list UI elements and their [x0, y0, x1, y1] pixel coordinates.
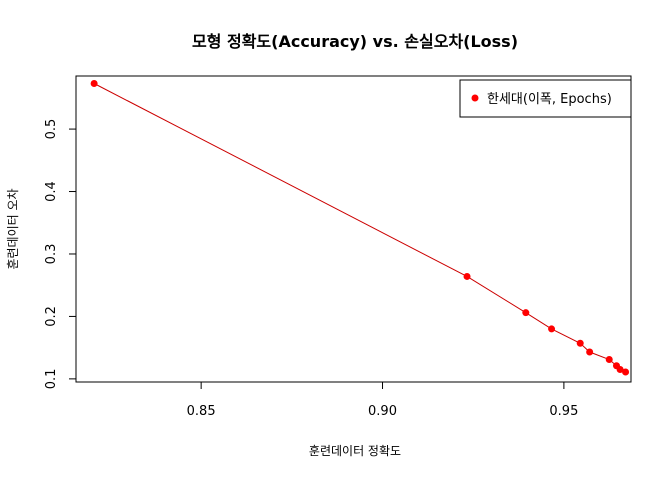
x-tick-label: 0.95	[549, 404, 578, 419]
data-point	[548, 325, 556, 333]
series-line	[93, 83, 626, 373]
x-axis: 0.85 0.90 0.95	[187, 382, 578, 419]
y-tick-label: 0.4	[44, 181, 59, 202]
x-axis-label: 훈련데이터 정확도	[309, 444, 401, 458]
y-tick-label: 0.2	[44, 306, 59, 327]
data-point	[90, 79, 98, 87]
y-tick-label: 0.5	[44, 119, 59, 140]
y-axis-label: 훈련데이터 오차	[6, 188, 20, 269]
data-point	[463, 272, 471, 280]
legend-box	[459, 79, 632, 118]
data-point	[605, 356, 613, 364]
data-point	[622, 368, 630, 376]
legend-label: 한세대(이폭, Epochs)	[487, 92, 612, 107]
data-point	[616, 366, 624, 374]
x-tick-label: 0.90	[368, 404, 397, 419]
chart-title: 모형 정확도(Accuracy) vs. 손실오차(Loss)	[192, 32, 518, 51]
y-tick-label: 0.3	[44, 244, 59, 265]
legend: 한세대(이폭, Epochs)	[459, 79, 632, 118]
data-point	[576, 339, 584, 347]
data-point	[586, 348, 594, 356]
legend-marker	[471, 94, 479, 102]
data-point	[522, 309, 530, 317]
x-tick-label: 0.85	[187, 404, 216, 419]
plot-frame	[75, 75, 632, 383]
series-layer	[90, 79, 630, 376]
y-axis: 0.1 0.2 0.3 0.4 0.5	[44, 119, 76, 389]
y-tick-label: 0.1	[44, 369, 59, 390]
